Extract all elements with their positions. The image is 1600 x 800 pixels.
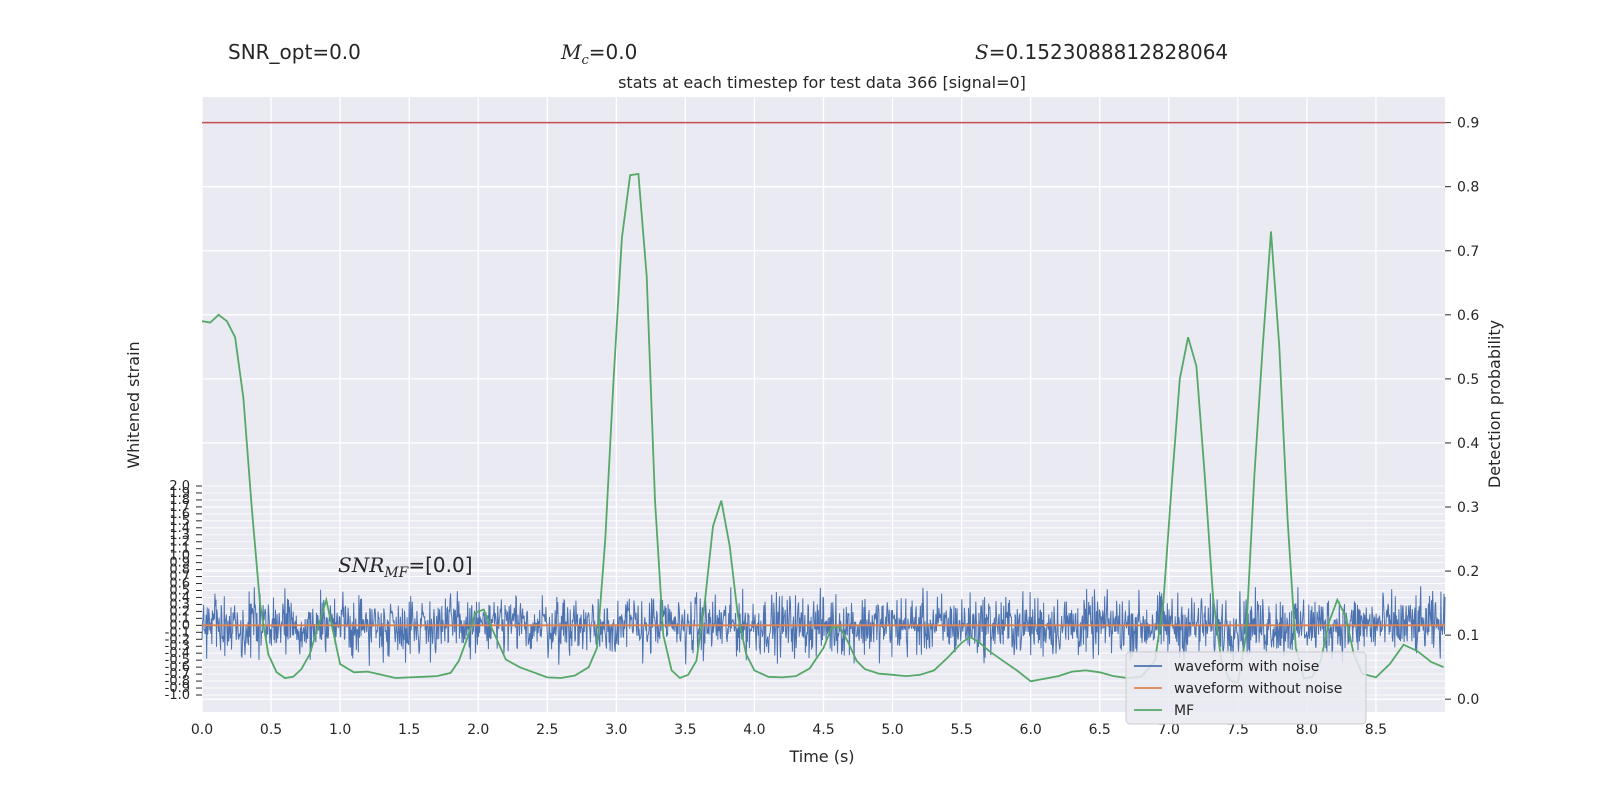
mf-line — [201, 172, 1444, 685]
snr-opt-header: SNR_opt=0.0 — [228, 40, 361, 64]
chart-title: stats at each timestep for test data 366… — [618, 73, 1026, 92]
x-tick-label: 3.0 — [605, 722, 627, 738]
x-tick-label: 5.0 — [881, 722, 903, 738]
left-tick-label: 0.4 — [169, 590, 190, 605]
left-tick-label: -0.2 — [165, 632, 190, 647]
chirp-mass-header: Mc=0.0 — [561, 40, 638, 68]
left-tick-label: 1.5 — [169, 514, 190, 529]
x-tick-label: 2.5 — [536, 722, 558, 738]
left-tick-label: 0.0 — [169, 618, 190, 633]
s-score-value: =0.1523088812828064 — [988, 40, 1229, 64]
x-tick-label: 4.5 — [812, 722, 834, 738]
left-tick-label: -0.6 — [165, 660, 190, 675]
left-tick-label: -0.9 — [165, 681, 190, 696]
right-tick-label: 0.0 — [1457, 692, 1479, 708]
chirp-mass-value: =0.0 — [588, 40, 638, 64]
x-tick-label: 2.0 — [467, 722, 489, 738]
noise-waveform-line — [201, 586, 1446, 666]
left-tick-label: -0.8 — [165, 674, 190, 689]
x-tick-label: 0.0 — [191, 722, 213, 738]
legend: waveform with noise waveform without nois… — [1125, 651, 1367, 725]
left-tick-label: 0.1 — [169, 611, 190, 626]
snr-mf-value: =[0.0] — [408, 553, 472, 577]
x-tick-label: 1.5 — [398, 722, 420, 738]
left-tick-label: 0.9 — [169, 556, 190, 571]
legend-label: MF — [1174, 703, 1194, 719]
left-tick-label: 0.8 — [169, 563, 190, 578]
right-tick-label: 0.8 — [1457, 180, 1479, 196]
right-tick-label: 0.6 — [1457, 308, 1479, 324]
x-tick-label: 5.5 — [950, 722, 972, 738]
legend-box — [1125, 651, 1367, 725]
right-tick-label: 0.5 — [1457, 372, 1479, 388]
x-tick-label: 7.5 — [1227, 722, 1249, 738]
right-axis-label: Detection probability — [1485, 320, 1504, 488]
x-tick-label: 1.0 — [329, 722, 351, 738]
x-tick-label: 8.5 — [1365, 722, 1387, 738]
left-tick-label: 1.4 — [169, 521, 190, 536]
left-tick-label: -0.7 — [165, 667, 190, 682]
x-tick-label: 6.0 — [1020, 722, 1042, 738]
legend-label: waveform without noise — [1174, 681, 1342, 697]
right-tick-label: 0.3 — [1457, 500, 1479, 516]
right-tick-label: 0.2 — [1457, 564, 1479, 580]
left-tick-label: -1.0 — [165, 688, 190, 703]
snr-mf-annotation: SNRMF=[0.0] — [338, 553, 473, 581]
left-tick-label: 0.3 — [169, 597, 190, 612]
legend-label: waveform with noise — [1174, 659, 1319, 675]
left-tick-label: 1.7 — [169, 500, 190, 515]
right-tick-label: 0.4 — [1457, 436, 1479, 452]
left-axis-label: Whitened strain — [124, 341, 143, 468]
x-tick-label: 7.0 — [1158, 722, 1180, 738]
left-tick-label: -0.4 — [165, 646, 190, 661]
x-axis-label: Time (s) — [788, 747, 854, 766]
left-tick-label: -0.1 — [165, 625, 190, 640]
s-score-header: S=0.1523088812828064 — [975, 40, 1229, 64]
left-tick-label: 1.6 — [169, 507, 190, 522]
left-tick-label: 2.0 — [169, 479, 190, 494]
left-tick-label: -0.5 — [165, 653, 190, 668]
left-tick-label: -0.3 — [165, 639, 190, 654]
left-tick-label: 1.8 — [169, 493, 190, 508]
right-tick-label: 0.1 — [1457, 628, 1479, 644]
x-tick-label: 6.5 — [1089, 722, 1111, 738]
x-tick-label: 0.5 — [260, 722, 282, 738]
left-tick-label: 1.1 — [169, 542, 190, 557]
left-tick-label: 0.7 — [169, 570, 190, 585]
x-tick-label: 8.0 — [1296, 722, 1318, 738]
left-tick-label: 0.5 — [169, 584, 190, 599]
right-tick-label: 0.9 — [1457, 116, 1479, 132]
left-tick-label: 1.2 — [169, 535, 190, 550]
left-tick-label: 1.3 — [169, 528, 190, 543]
x-tick-label: 4.0 — [743, 722, 765, 738]
right-tick-label: 0.7 — [1457, 244, 1479, 260]
left-tick-label: 0.2 — [169, 604, 190, 619]
left-tick-label: 1.0 — [169, 549, 190, 564]
left-tick-label: 0.6 — [169, 577, 190, 592]
x-tick-label: 3.5 — [674, 722, 696, 738]
left-tick-label: 1.9 — [169, 486, 190, 501]
